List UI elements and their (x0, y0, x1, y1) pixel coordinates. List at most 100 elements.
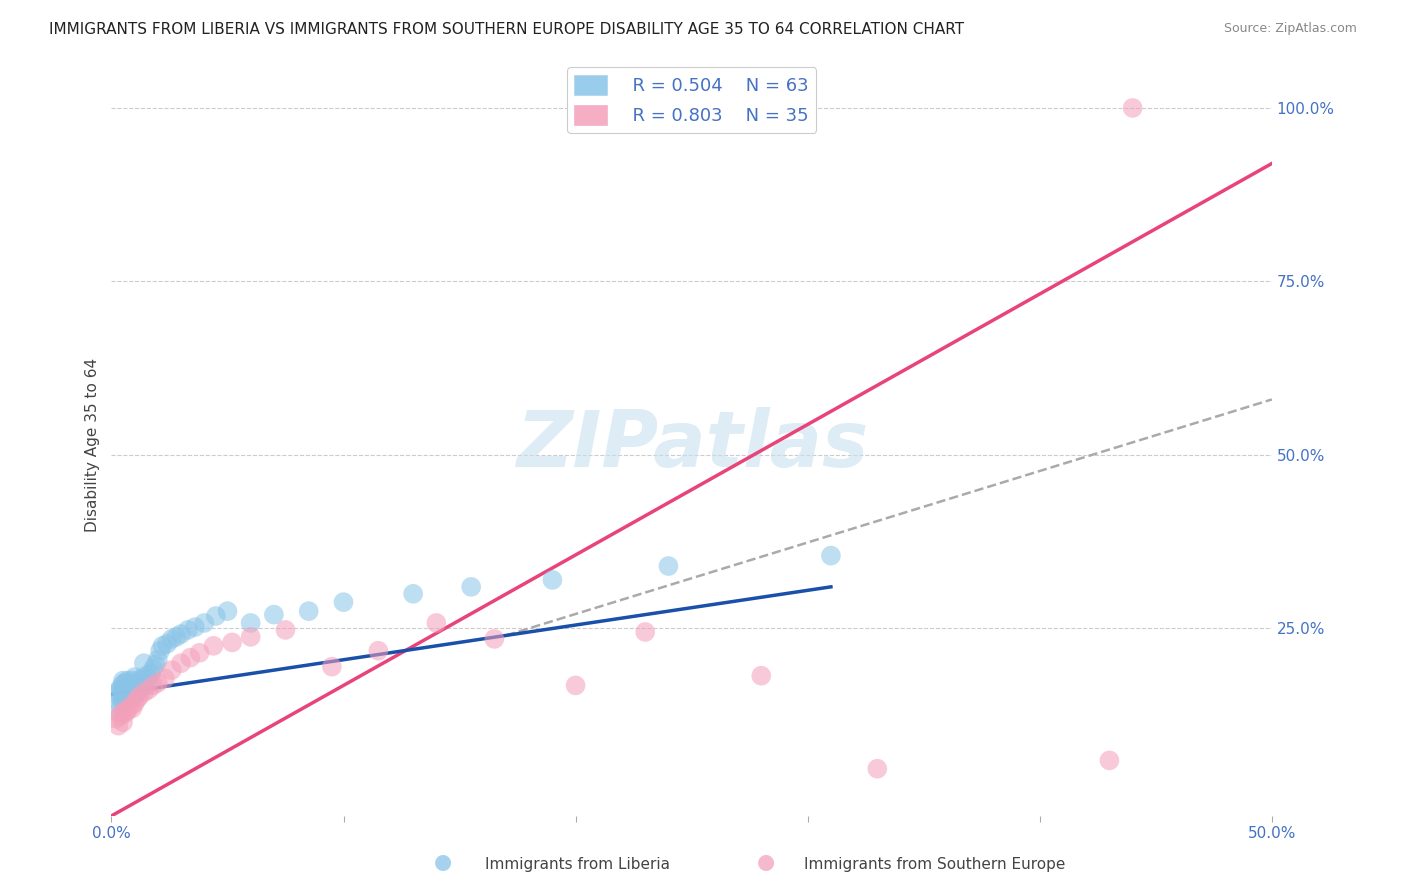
Point (128, 673, 150, 688)
Point (321, 659, 343, 673)
Point (188, 646, 211, 660)
Y-axis label: Disability Age 35 to 64: Disability Age 35 to 64 (86, 358, 100, 532)
Point (132, 685, 155, 699)
Point (124, 690, 146, 704)
Point (170, 627, 193, 641)
Point (111, 688, 134, 702)
Point (146, 675, 169, 690)
Point (117, 685, 139, 699)
Point (298, 604, 321, 618)
Point (107, 719, 129, 733)
Point (142, 678, 165, 692)
Point (184, 620, 207, 634)
Point (114, 675, 136, 690)
Point (125, 685, 148, 699)
Point (124, 684, 146, 698)
Point (402, 587, 425, 601)
Point (152, 639, 174, 653)
Point (484, 632, 506, 646)
Point (138, 672, 160, 686)
Point (118, 688, 141, 702)
Point (153, 672, 176, 686)
Text: ●: ● (758, 853, 775, 872)
Point (111, 684, 134, 698)
Point (217, 604, 239, 618)
Point (124, 677, 146, 691)
Point (107, 705, 129, 719)
Point (263, 607, 285, 622)
Text: ZIPatlas: ZIPatlas (516, 407, 868, 483)
Point (156, 637, 179, 651)
Point (160, 632, 183, 646)
Point (117, 703, 139, 717)
Text: Source: ZipAtlas.com: Source: ZipAtlas.com (1223, 22, 1357, 36)
Point (118, 699, 141, 714)
Point (135, 678, 157, 692)
Point (118, 677, 141, 691)
Point (160, 663, 183, 677)
Point (193, 615, 215, 630)
Point (149, 643, 172, 657)
Point (128, 682, 150, 697)
Point (202, 639, 225, 653)
Point (132, 657, 155, 671)
Point (367, 643, 389, 657)
Point (121, 673, 143, 688)
Point (332, 595, 354, 609)
Point (135, 669, 157, 683)
Point (110, 708, 132, 723)
Point (239, 630, 262, 644)
Point (117, 673, 139, 688)
Point (105, 712, 128, 726)
Point (131, 672, 153, 686)
Point (657, 559, 679, 574)
Point (146, 653, 169, 667)
Point (111, 673, 134, 688)
Point (634, 624, 657, 639)
Legend:   R = 0.504    N = 63,   R = 0.803    N = 35: R = 0.504 N = 63, R = 0.803 N = 35 (567, 68, 815, 133)
Point (111, 694, 134, 708)
Point (110, 690, 132, 705)
Point (121, 701, 143, 715)
Point (274, 623, 297, 637)
Point (179, 650, 201, 665)
Point (142, 662, 165, 676)
Text: ●: ● (434, 853, 451, 872)
Point (121, 685, 143, 699)
Text: Immigrants from Southern Europe: Immigrants from Southern Europe (804, 857, 1066, 872)
Point (239, 615, 262, 630)
Point (107, 684, 129, 698)
Point (111, 677, 134, 691)
Point (114, 685, 136, 699)
Point (110, 681, 132, 695)
Point (820, 549, 842, 563)
Point (866, 762, 889, 776)
Point (460, 580, 482, 594)
Point (139, 666, 162, 681)
Point (111, 705, 134, 719)
Point (165, 630, 187, 644)
Text: IMMIGRANTS FROM LIBERIA VS IMMIGRANTS FROM SOUTHERN EUROPE DISABILITY AGE 35 TO : IMMIGRANTS FROM LIBERIA VS IMMIGRANTS FR… (49, 22, 965, 37)
Point (425, 615, 447, 630)
Point (125, 678, 148, 692)
Text: Immigrants from Liberia: Immigrants from Liberia (485, 857, 671, 872)
Point (111, 715, 134, 730)
Point (110, 698, 132, 712)
Point (128, 690, 150, 704)
Point (221, 635, 243, 649)
Point (138, 682, 160, 697)
Point (117, 681, 139, 695)
Point (1098, 753, 1121, 767)
Point (205, 609, 228, 624)
Point (114, 690, 136, 705)
Point (564, 678, 586, 692)
Point (177, 623, 200, 637)
Point (117, 692, 139, 706)
Point (170, 657, 193, 671)
Point (1122, 101, 1144, 115)
Point (105, 688, 128, 702)
Point (124, 697, 146, 711)
Point (131, 681, 153, 695)
Point (114, 681, 136, 695)
Point (541, 573, 564, 587)
